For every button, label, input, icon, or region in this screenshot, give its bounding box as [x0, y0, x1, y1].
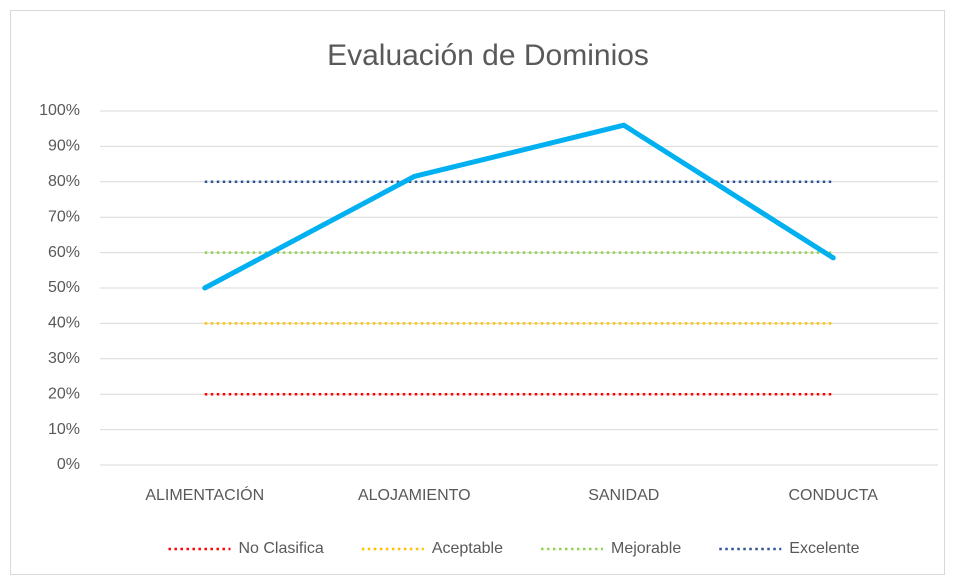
y-tick-label: 10%	[48, 421, 80, 438]
legend-label: No Clasifica	[238, 540, 323, 557]
x-tick-label: ALOJAMIENTO	[358, 487, 471, 504]
legend-label: Aceptable	[432, 540, 503, 557]
y-tick-label: 30%	[48, 350, 80, 367]
legend-label: Mejorable	[611, 540, 681, 557]
legend-item: Aceptable	[361, 540, 503, 557]
y-tick-label: 50%	[48, 279, 80, 296]
legend-label: Excelente	[789, 540, 859, 557]
data-line	[202, 122, 836, 291]
y-tick-label: 90%	[48, 138, 80, 155]
y-tick-label: 0%	[57, 456, 80, 473]
x-tick-label: SANIDAD	[588, 487, 659, 504]
y-tick-label: 80%	[48, 173, 80, 190]
legend-item: Excelente	[719, 540, 860, 557]
y-tick-label: 100%	[39, 102, 80, 119]
legend-item: Mejorable	[541, 540, 681, 557]
chart-border	[10, 10, 945, 575]
y-tick-label: 40%	[48, 315, 80, 332]
x-tick-label: ALIMENTACIÓN	[145, 485, 264, 504]
chart-title: Evaluación de Dominios	[327, 39, 649, 72]
x-tick-label: CONDUCTA	[789, 487, 879, 504]
y-tick-label: 70%	[48, 208, 80, 225]
y-tick-label: 60%	[48, 244, 80, 261]
legend-item: No Clasifica	[168, 540, 324, 557]
y-tick-label: 20%	[48, 385, 80, 402]
